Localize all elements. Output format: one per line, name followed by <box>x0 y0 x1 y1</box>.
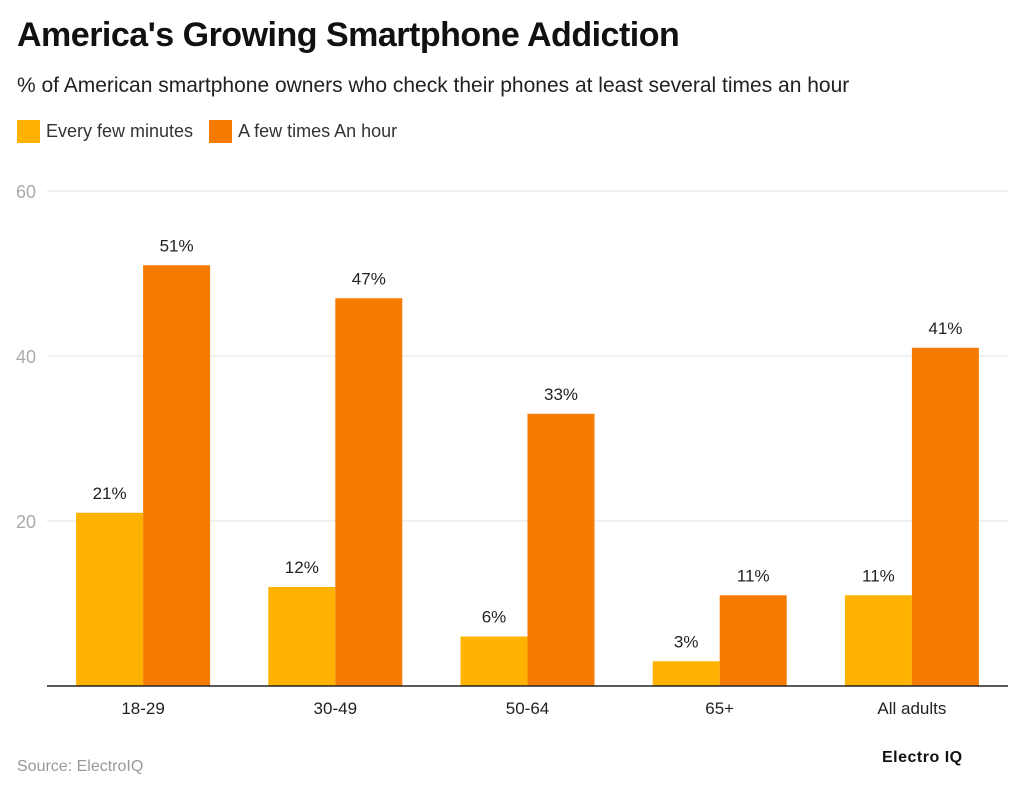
bar <box>76 512 144 686</box>
data-label: 33% <box>544 385 578 404</box>
bar <box>844 595 912 686</box>
y-tick-label: 40 <box>16 347 36 367</box>
source-note: Source: ElectroIQ <box>17 758 144 775</box>
bar <box>652 661 720 686</box>
electroiq-logo: Electro IQ <box>882 749 963 766</box>
data-label: 3% <box>674 632 699 651</box>
chart-subtitle: % of American smartphone owners who chec… <box>17 74 850 97</box>
legend: Every few minutes A few times An hour <box>17 120 397 143</box>
x-tick-label: 30-49 <box>314 699 357 718</box>
x-tick-label: 50-64 <box>506 699 549 718</box>
bar <box>268 587 336 686</box>
legend-label: Every few minutes <box>46 121 194 141</box>
legend-item-few-times-an-hour: A few times An hour <box>209 120 397 143</box>
x-tick-label: 18-29 <box>121 699 164 718</box>
bar <box>527 413 595 686</box>
data-label: 41% <box>928 319 962 338</box>
bar <box>719 595 787 686</box>
y-tick-label: 20 <box>16 512 36 532</box>
bar <box>460 636 528 686</box>
bar <box>335 298 403 686</box>
data-label: 51% <box>160 236 194 255</box>
x-tick-label: All adults <box>877 699 946 718</box>
data-label: 47% <box>352 269 386 288</box>
legend-item-every-few-minutes: Every few minutes <box>17 120 193 143</box>
data-label: 21% <box>93 484 127 503</box>
bar <box>143 265 211 686</box>
data-label: 6% <box>482 608 507 627</box>
legend-label: A few times An hour <box>238 121 398 141</box>
y-tick-label: 60 <box>16 182 36 202</box>
legend-swatch <box>209 120 233 143</box>
data-label: 12% <box>285 558 319 577</box>
bar <box>911 347 979 686</box>
x-tick-label: 65+ <box>705 699 734 718</box>
data-label: 11% <box>862 566 895 585</box>
data-label: 11% <box>737 566 770 585</box>
legend-swatch <box>17 120 40 143</box>
chart-title: America's Growing Smartphone Addiction <box>17 16 680 54</box>
